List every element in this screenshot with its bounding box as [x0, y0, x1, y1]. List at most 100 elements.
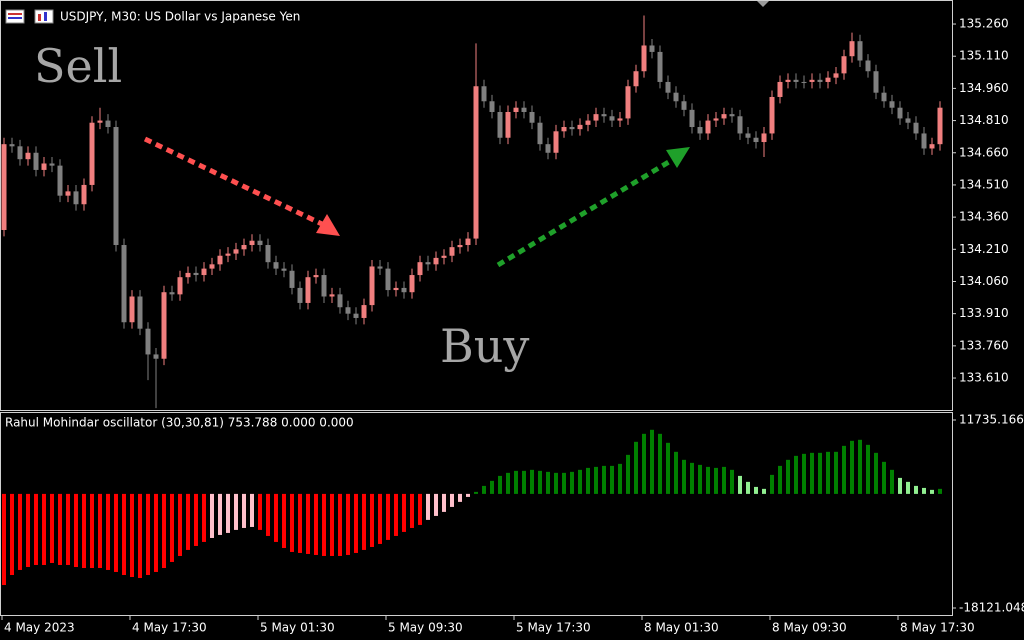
candle-body — [793, 79, 799, 82]
candle-body — [393, 287, 399, 291]
histogram-bar — [914, 485, 918, 494]
candle-body — [457, 245, 463, 248]
candle-body — [345, 307, 351, 314]
header-icons — [5, 9, 54, 24]
histogram-bar — [266, 493, 270, 536]
candle-body — [265, 245, 271, 263]
candle-body — [817, 79, 823, 82]
histogram-bar — [338, 493, 342, 556]
histogram-bar — [738, 475, 742, 494]
histogram-bar — [90, 493, 94, 569]
candle-body — [537, 122, 543, 145]
candle-body — [937, 107, 943, 145]
histogram-bar — [226, 493, 230, 533]
candle-body — [337, 294, 343, 308]
candle-body — [577, 124, 583, 130]
candle-body — [241, 245, 247, 250]
candle-body — [769, 96, 775, 134]
histogram-bar — [594, 466, 598, 494]
candle-body — [65, 191, 71, 196]
candle-body — [569, 127, 575, 130]
icon — [38, 14, 41, 21]
candle-body — [625, 86, 631, 119]
histogram-bar — [498, 475, 502, 494]
histogram-bar — [578, 469, 582, 494]
y-tick-label: 134.360 — [959, 210, 1009, 224]
candle-body — [745, 133, 751, 138]
candle-body — [697, 127, 703, 134]
candle-body — [521, 107, 527, 112]
candle-body — [601, 114, 607, 117]
candle-body — [681, 101, 687, 110]
candle-body — [513, 107, 519, 112]
histogram-bar — [522, 470, 526, 494]
candle-body — [113, 127, 119, 246]
histogram-bar — [922, 487, 926, 494]
histogram-bar — [458, 493, 462, 502]
candle-body — [9, 144, 15, 147]
candle-body — [161, 292, 167, 359]
histogram-bar — [354, 493, 358, 553]
candle-body — [201, 268, 207, 276]
candle-body — [825, 77, 831, 82]
candle-body — [857, 41, 863, 61]
x-tick-label: 8 May 09:30 — [772, 621, 847, 635]
histogram-bar — [514, 470, 518, 494]
price-panel-frame — [0, 0, 953, 411]
candle-body — [481, 86, 487, 102]
candle-body — [353, 313, 359, 318]
histogram-bar — [778, 465, 782, 494]
candle-body — [737, 116, 743, 134]
candle-body — [585, 120, 591, 125]
candle-body — [225, 253, 231, 256]
histogram-bar — [410, 493, 414, 528]
histogram-bar — [938, 488, 942, 494]
histogram-bar — [810, 452, 814, 494]
y-tick-label: 133.910 — [959, 306, 1009, 320]
candle-body — [209, 264, 215, 269]
histogram-bar — [730, 469, 734, 494]
candle-body — [473, 86, 479, 239]
candle-body — [641, 45, 647, 72]
candle-body — [665, 81, 671, 93]
candle-body — [369, 266, 375, 306]
candle-body — [889, 101, 895, 108]
histogram-bar — [66, 493, 70, 565]
histogram-bar — [850, 440, 854, 494]
candle-body — [633, 71, 639, 87]
y-tick-label: 134.510 — [959, 177, 1009, 191]
candle-body — [761, 133, 767, 143]
icon — [44, 12, 47, 21]
candle-body — [313, 275, 319, 278]
candle-body — [841, 56, 847, 74]
icon — [8, 13, 22, 15]
y-tick-label: -18121.048 — [959, 601, 1024, 615]
histogram-bar — [690, 462, 694, 494]
x-tick-label: 4 May 2023 — [4, 621, 75, 635]
histogram-bar — [82, 493, 86, 569]
candle-body — [881, 92, 887, 102]
histogram-bar — [10, 493, 14, 576]
histogram-bar — [426, 493, 430, 520]
histogram-bar — [866, 444, 870, 494]
candle-body — [705, 120, 711, 134]
candle-body — [249, 240, 255, 246]
histogram-bar — [658, 433, 662, 494]
candle-body — [873, 71, 879, 93]
buy-arrow-head — [666, 147, 690, 168]
candle-body — [257, 240, 263, 246]
histogram-bar — [186, 493, 190, 550]
histogram-bar — [466, 493, 470, 497]
candle-body — [713, 118, 719, 121]
candle-body — [273, 262, 279, 269]
histogram-bar — [274, 493, 278, 542]
histogram-bar — [802, 453, 806, 494]
histogram-bar — [138, 493, 142, 579]
histogram-bar — [610, 465, 614, 494]
y-tick-label: 134.660 — [959, 145, 1009, 159]
histogram-bar — [682, 459, 686, 494]
histogram-bar — [490, 480, 494, 494]
histogram-bar — [698, 464, 702, 494]
candle-body — [489, 101, 495, 112]
